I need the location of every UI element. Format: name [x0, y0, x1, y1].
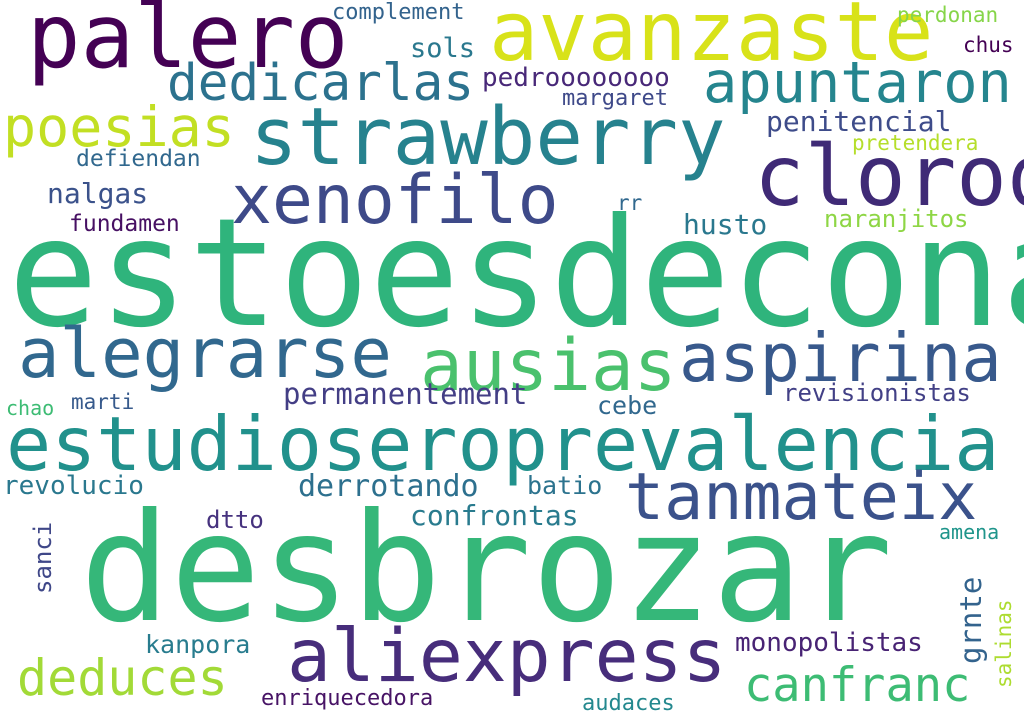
word-strawberry: strawberry: [250, 91, 726, 183]
word-nalgas: nalgas: [47, 177, 149, 210]
word-xenofilo: xenofilo: [231, 161, 559, 240]
word-monopolistas: monopolistas: [735, 628, 923, 658]
word-revolucio: revolucio: [3, 471, 144, 501]
word-apuntaron: apuntaron: [703, 50, 1012, 116]
word-complement: complement: [332, 0, 465, 25]
word-dedicarlas: dedicarlas: [167, 54, 475, 113]
word-grnte: grnte: [954, 576, 988, 664]
word-estoesdecona: estoesdecona: [8, 187, 1024, 361]
word-salinas: salinas: [992, 599, 1016, 688]
word-enriquecedora: enriquecedora: [261, 686, 434, 711]
word-permanentement: permanentement: [283, 377, 528, 411]
word-husto: husto: [683, 208, 768, 241]
word-deduces: deduces: [17, 649, 228, 707]
word-marti: marti: [71, 390, 135, 414]
word-ausias: ausias: [420, 324, 677, 407]
word-estudioseroprevalencia: estudioseroprevalencia: [6, 400, 1000, 488]
word-penitencial: penitencial: [766, 105, 952, 138]
word-derrotando: derrotando: [298, 469, 479, 504]
word-tanmateix: tanmateix: [625, 460, 978, 535]
word-avanzaste: avanzaste: [489, 0, 934, 80]
word-confrontas: confrontas: [410, 499, 579, 532]
word-sols: sols: [410, 33, 476, 64]
word-kanpora: kanpora: [145, 630, 251, 659]
word-pedroooooooo: pedroooooooo: [482, 63, 670, 93]
word-palero: palero: [27, 0, 349, 88]
word-aspirina: aspirina: [679, 319, 1002, 397]
word-desbrozar: desbrozar: [80, 482, 893, 656]
word-perdonan: perdonan: [897, 3, 999, 27]
word-revisionistas: revisionistas: [783, 379, 971, 407]
word-poesias: poesias: [3, 95, 235, 159]
word-aliexpress: aliexpress: [287, 614, 727, 699]
word-batio: batio: [527, 471, 603, 500]
word-chus: chus: [963, 33, 1014, 57]
word-rr: rr: [617, 191, 643, 215]
word-dtto: dtto: [206, 506, 264, 534]
word-pretendera: pretendera: [852, 131, 979, 155]
word-fundamen: fundamen: [69, 211, 180, 237]
word-defiendan: defiendan: [76, 146, 201, 172]
word-canfranc: canfranc: [744, 658, 971, 713]
word-amena: amena: [939, 520, 1000, 544]
word-alegrarse: alegrarse: [18, 314, 392, 394]
word-margaret: margaret: [562, 86, 668, 111]
word-sanci: sanci: [29, 521, 57, 594]
word-naranjitos: naranjitos: [824, 205, 969, 233]
word-cloroq: cloroq: [754, 127, 1024, 225]
word-audaces: audaces: [582, 691, 675, 716]
word-chao: chao: [6, 396, 55, 420]
word-cebe: cebe: [597, 391, 658, 420]
